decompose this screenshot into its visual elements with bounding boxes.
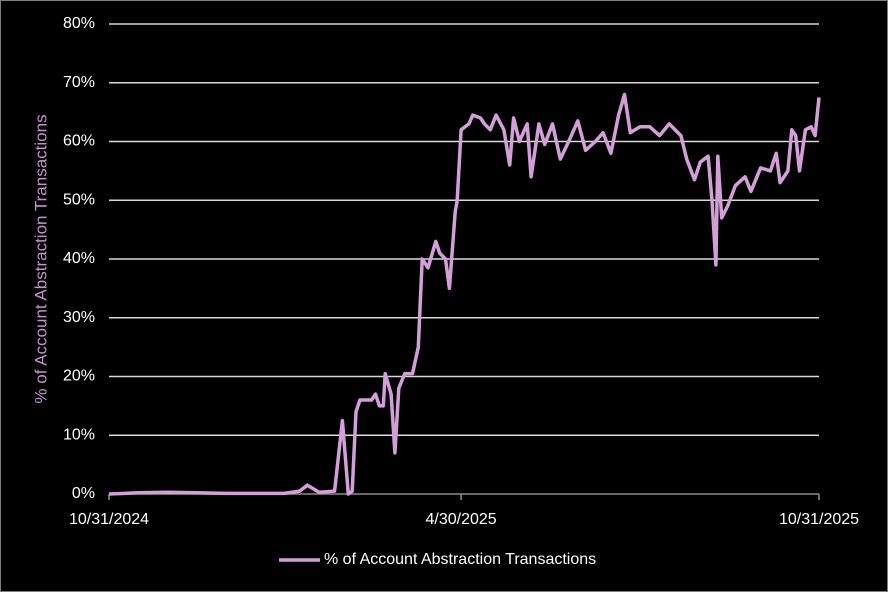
x-tick-label: 10/31/2025 [779, 511, 859, 528]
y-tick-label: 70% [63, 74, 95, 91]
y-tick-label: 60% [63, 133, 95, 150]
y-tick-label: 40% [63, 250, 95, 267]
x-tick-label: 10/31/2024 [69, 511, 149, 528]
y-tick-label: 50% [63, 191, 95, 208]
y-axis-label: % of Account Abstraction Transactions [31, 114, 50, 403]
y-tick-label: 20% [63, 368, 95, 385]
y-tick-label: 0% [72, 485, 95, 502]
y-tick-label: 80% [63, 15, 95, 32]
data-line [108, 92, 821, 496]
x-tick-label: 4/30/2025 [425, 511, 496, 528]
legend-label: % of Account Abstraction Transactions [324, 551, 596, 568]
y-tick-label: 30% [63, 309, 95, 326]
y-tick-label: 10% [63, 426, 95, 443]
